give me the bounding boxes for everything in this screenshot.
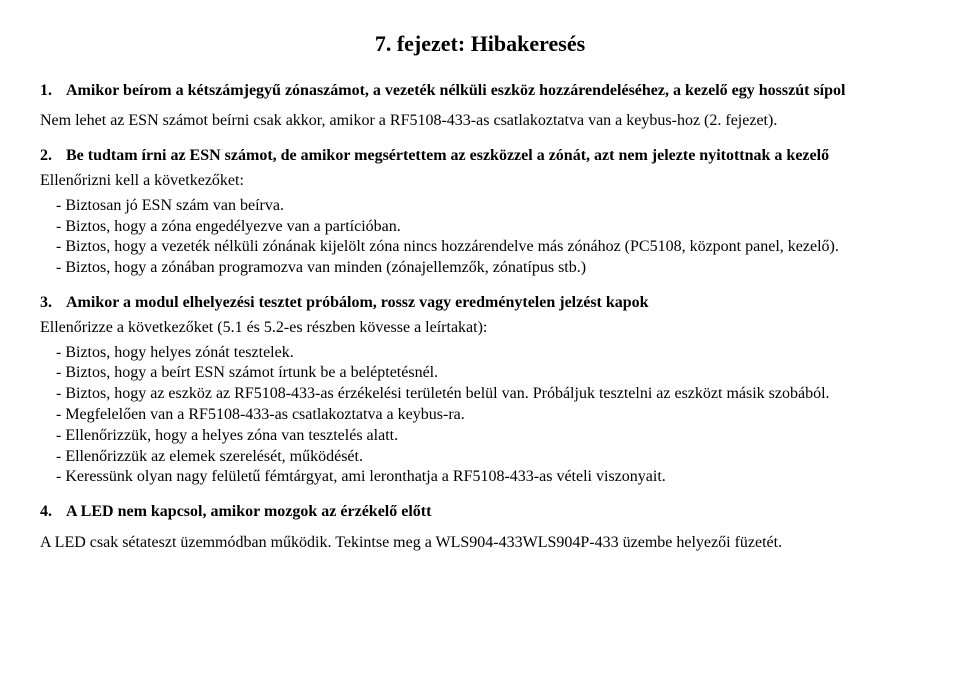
list-item: Keressünk olyan nagy felületű fémtárgyat… xyxy=(40,467,920,488)
list-item: Biztosan jó ESN szám van beírva. xyxy=(40,196,920,217)
section-3-list: Biztos, hogy helyes zónát tesztelek. Biz… xyxy=(40,343,920,489)
list-item: Ellenőrizzük, hogy a helyes zóna van tes… xyxy=(40,426,920,447)
list-item: Biztos, hogy a zónában programozva van m… xyxy=(40,258,920,279)
section-2-list: Biztosan jó ESN szám van beírva. Biztos,… xyxy=(40,196,920,279)
section-1-heading: 1. Amikor beírom a kétszámjegyű zónaszám… xyxy=(40,81,920,102)
list-item: Ellenőrizzük az elemek szerelését, működ… xyxy=(40,447,920,468)
section-2-heading-text: Be tudtam írni az ESN számot, de amikor … xyxy=(66,146,906,167)
section-3-intro: Ellenőrizze a következőket (5.1 és 5.2-e… xyxy=(40,318,920,339)
list-item: Biztos, hogy az eszköz az RF5108-433-as … xyxy=(40,384,920,405)
section-3-heading: 3. Amikor a modul elhelyezési tesztet pr… xyxy=(40,293,920,314)
section-1-para: Nem lehet az ESN számot beírni csak akko… xyxy=(40,111,920,132)
list-item: Biztos, hogy helyes zónát tesztelek. xyxy=(40,343,920,364)
list-item: Megfelelően van a RF5108-433-as csatlako… xyxy=(40,405,920,426)
chapter-title: 7. fejezet: Hibakeresés xyxy=(40,30,920,59)
section-1-num: 1. xyxy=(40,81,62,102)
list-item: Biztos, hogy a zóna engedélyezve van a p… xyxy=(40,217,920,238)
list-item: Biztos, hogy a beírt ESN számot írtunk b… xyxy=(40,363,920,384)
section-2-heading: 2. Be tudtam írni az ESN számot, de amik… xyxy=(40,146,920,167)
section-4-heading-text: A LED nem kapcsol, amikor mozgok az érzé… xyxy=(66,502,906,523)
section-2-intro: Ellenőrizni kell a következőket: xyxy=(40,171,920,192)
section-3-num: 3. xyxy=(40,293,62,314)
section-2-num: 2. xyxy=(40,146,62,167)
section-1-heading-text: Amikor beírom a kétszámjegyű zónaszámot,… xyxy=(66,81,906,102)
section-4-para: A LED csak sétateszt üzemmódban működik.… xyxy=(40,533,920,554)
section-4-heading: 4. A LED nem kapcsol, amikor mozgok az é… xyxy=(40,502,920,523)
section-4-num: 4. xyxy=(40,502,62,523)
section-3-heading-text: Amikor a modul elhelyezési tesztet próbá… xyxy=(66,293,906,314)
list-item: Biztos, hogy a vezeték nélküli zónának k… xyxy=(40,237,920,258)
